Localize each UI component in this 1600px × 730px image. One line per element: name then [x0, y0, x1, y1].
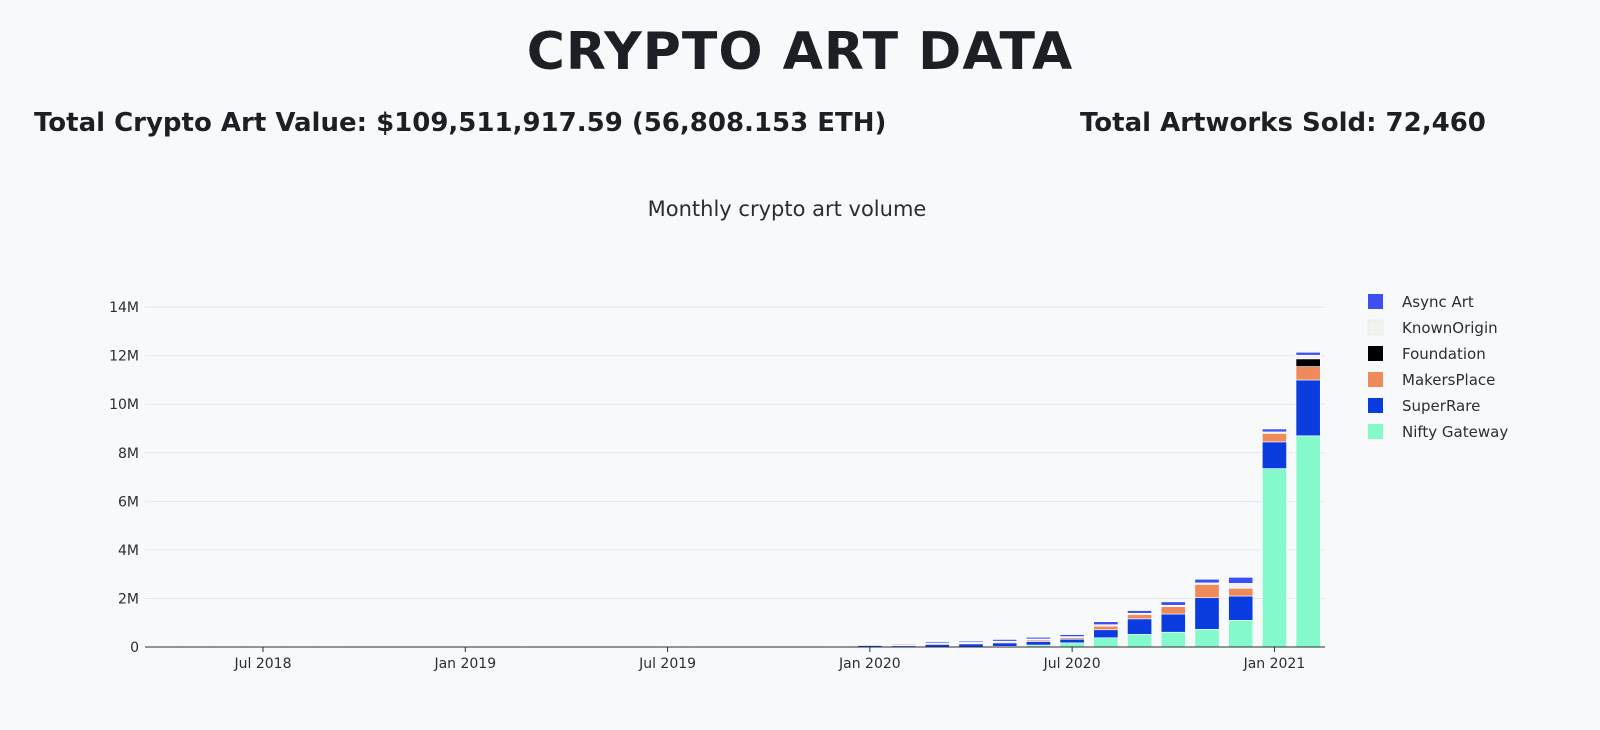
bar-segment-makersplace[interactable]: [1295, 366, 1321, 381]
bar-segment-async-art[interactable]: [1093, 621, 1119, 625]
monthly-volume-chart: Monthly crypto art volume 0 2M 4M 6M 8M 10M 12…: [109, 197, 1508, 672]
bar-segment-nifty-gateway[interactable]: [1295, 435, 1321, 648]
x-tick-label: Jan 2021: [1243, 656, 1306, 672]
bar-segment-superrare[interactable]: [1093, 629, 1119, 639]
legend-label: MakersPlace: [1402, 371, 1495, 389]
legend-swatch: [1368, 398, 1383, 413]
bar-stack[interactable]: [1261, 428, 1287, 648]
bar-segment-superrare[interactable]: [1228, 595, 1254, 621]
bar-segment-nifty-gateway[interactable]: [1160, 631, 1186, 648]
bar-stack[interactable]: [1127, 610, 1153, 648]
bar-stacks: [149, 351, 1321, 648]
bar-segment-makersplace[interactable]: [1261, 433, 1287, 443]
legend-item[interactable]: Nifty Gateway: [1368, 423, 1508, 441]
bar-stack[interactable]: [924, 641, 950, 648]
grid-lines: [145, 306, 1325, 599]
bar-segment-nifty-gateway[interactable]: [1059, 642, 1085, 648]
page-title: CRYPTO ART DATA: [526, 22, 1074, 82]
x-tick-label: Jul 2019: [638, 656, 696, 672]
bar-stack[interactable]: [1093, 621, 1119, 648]
y-tick-label: 12M: [109, 349, 139, 365]
y-tick-label: 2M: [118, 591, 139, 607]
bar-segment-knownorigin[interactable]: [1228, 583, 1254, 589]
bar-segment-async-art[interactable]: [1194, 578, 1220, 584]
axes: 0 2M 4M 6M 8M 10M 12M 14M Jul 2018 Jan 2019 Jul 20…: [109, 300, 1325, 672]
bar-segment-superrare[interactable]: [1261, 441, 1287, 469]
bar-segment-async-art[interactable]: [958, 640, 984, 643]
bar-segment-superrare[interactable]: [1059, 638, 1085, 644]
x-tick-label: Jan 2019: [433, 656, 496, 672]
legend-swatch: [1368, 294, 1383, 309]
total-value-stat: Total Crypto Art Value: $109,511,917.59 …: [34, 108, 887, 138]
legend-item[interactable]: KnownOrigin: [1367, 319, 1498, 337]
bar-segment-nifty-gateway[interactable]: [1194, 628, 1220, 648]
bar-segment-async-art[interactable]: [924, 641, 950, 644]
bar-segment-makersplace[interactable]: [1160, 606, 1186, 615]
bar-stack[interactable]: [992, 639, 1018, 648]
x-tick-label: Jul 2020: [1043, 656, 1101, 672]
bar-stack[interactable]: [958, 640, 984, 648]
bar-segment-nifty-gateway[interactable]: [1093, 637, 1119, 648]
bar-segment-async-art[interactable]: [1228, 577, 1254, 584]
bar-stack[interactable]: [1228, 577, 1254, 648]
bar-segment-nifty-gateway[interactable]: [1261, 468, 1287, 648]
bar-segment-async-art[interactable]: [1160, 601, 1186, 606]
bar-segment-async-art[interactable]: [1261, 428, 1287, 433]
bar-segment-superrare[interactable]: [1025, 641, 1051, 646]
legend-item[interactable]: MakersPlace: [1368, 371, 1495, 389]
legend-label: Foundation: [1402, 345, 1486, 363]
total-sold-stat: Total Artworks Sold: 72,460: [1080, 108, 1486, 138]
bar-segment-nifty-gateway[interactable]: [1228, 619, 1254, 648]
bar-segment-nifty-gateway[interactable]: [1127, 634, 1153, 648]
bar-segment-superrare[interactable]: [1194, 597, 1220, 630]
legend-label: SuperRare: [1402, 397, 1480, 415]
legend-item[interactable]: SuperRare: [1368, 397, 1480, 415]
legend-label: KnownOrigin: [1402, 319, 1498, 337]
legend-label: Nifty Gateway: [1402, 423, 1508, 441]
legend[interactable]: Async Art KnownOrigin Foundation MakersPlac…: [1367, 293, 1508, 441]
bar-segment-async-art[interactable]: [992, 639, 1018, 642]
bar-segment-async-art[interactable]: [1295, 351, 1321, 356]
bar-segment-makersplace[interactable]: [1194, 584, 1220, 599]
chart-title: Monthly crypto art volume: [648, 197, 927, 221]
bar-segment-async-art[interactable]: [891, 644, 917, 646]
legend-swatch: [1368, 346, 1383, 361]
y-tick-label: 0: [130, 640, 139, 656]
bar-segment-makersplace[interactable]: [1228, 587, 1254, 597]
bar-segment-async-art[interactable]: [1127, 610, 1153, 614]
bar-segment-makersplace[interactable]: [1093, 625, 1119, 631]
bar-segment-foundation[interactable]: [1295, 358, 1321, 367]
legend-label: Async Art: [1402, 293, 1474, 311]
bar-stack[interactable]: [1025, 636, 1051, 648]
legend-item[interactable]: Foundation: [1368, 345, 1486, 363]
bar-segment-async-art[interactable]: [1025, 636, 1051, 640]
bar-stack[interactable]: [1160, 601, 1186, 648]
bar-stack[interactable]: [1059, 634, 1085, 648]
x-tick-label: Jul 2018: [234, 656, 292, 672]
y-tick-label: 14M: [109, 300, 139, 316]
legend-item[interactable]: Async Art: [1368, 293, 1474, 311]
bar-segment-async-art[interactable]: [1059, 634, 1085, 637]
bar-segment-superrare[interactable]: [992, 642, 1018, 647]
legend-swatch: [1368, 424, 1383, 439]
legend-swatch: [1368, 372, 1383, 387]
y-tick-label: 10M: [109, 397, 139, 413]
y-tick-label: 4M: [118, 543, 139, 559]
y-tick-label: 8M: [118, 446, 139, 462]
x-tick-label: Jan 2020: [838, 656, 901, 672]
bar-segment-superrare[interactable]: [1160, 613, 1186, 633]
bar-segment-makersplace[interactable]: [1127, 614, 1153, 620]
legend-swatch: [1367, 319, 1384, 336]
bar-segment-superrare[interactable]: [1295, 379, 1321, 437]
bar-segment-superrare[interactable]: [1127, 618, 1153, 635]
bar-stack[interactable]: [1295, 351, 1321, 648]
bar-segment-knownorigin[interactable]: [1295, 354, 1321, 360]
y-tick-label: 6M: [118, 494, 139, 510]
bar-stack[interactable]: [1194, 578, 1220, 648]
